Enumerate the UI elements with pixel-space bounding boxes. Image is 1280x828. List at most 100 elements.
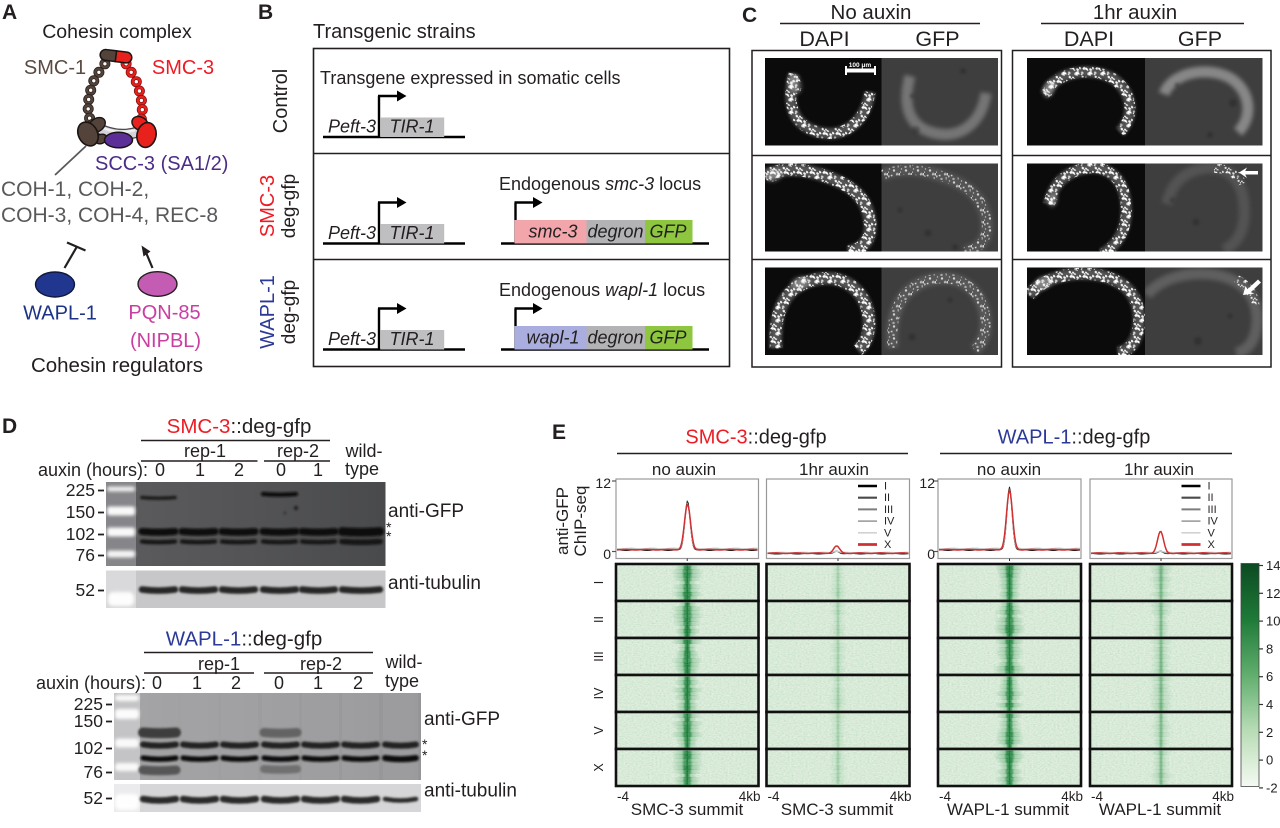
svg-text:no auxin: no auxin — [977, 460, 1041, 479]
svg-text:PQN-85: PQN-85 — [128, 302, 200, 324]
svg-text:anti-tubulin: anti-tubulin — [424, 781, 517, 802]
svg-text:D: D — [2, 415, 17, 438]
svg-text:Control: Control — [270, 69, 292, 133]
svg-text:rep-2: rep-2 — [300, 654, 342, 674]
svg-text:GFP: GFP — [649, 222, 686, 242]
svg-text:-4: -4 — [1091, 789, 1103, 804]
svg-text:deg-gfp: deg-gfp — [279, 174, 300, 238]
svg-text:SMC-3::deg-gfp: SMC-3::deg-gfp — [167, 415, 312, 438]
svg-text:-4: -4 — [617, 789, 629, 804]
svg-text:I: I — [1208, 481, 1211, 493]
svg-text:Endogenous wapl-1 locus: Endogenous wapl-1 locus — [499, 280, 705, 300]
svg-text:102: 102 — [74, 738, 103, 758]
svg-text:8: 8 — [1266, 641, 1273, 656]
svg-text:I: I — [592, 581, 606, 584]
svg-text:225: 225 — [66, 480, 95, 500]
svg-text:IV: IV — [592, 687, 606, 699]
svg-text:1: 1 — [192, 673, 202, 693]
svg-text:V: V — [592, 726, 606, 735]
svg-text:12: 12 — [919, 475, 935, 491]
svg-text:SMC-3: SMC-3 — [257, 175, 279, 237]
svg-text:TIR-1: TIR-1 — [390, 117, 435, 137]
svg-text:0: 0 — [927, 546, 935, 562]
svg-text:4kb: 4kb — [890, 789, 912, 804]
svg-text:IV: IV — [884, 516, 895, 528]
svg-text:WAPL-1 summit: WAPL-1 summit — [1099, 800, 1221, 819]
svg-text:-4: -4 — [939, 789, 951, 804]
svg-text:I: I — [884, 481, 887, 493]
svg-text:52: 52 — [84, 788, 103, 808]
svg-text:anti-tubulin: anti-tubulin — [388, 573, 481, 594]
svg-text:V: V — [884, 527, 892, 539]
svg-text:SMC-1: SMC-1 — [24, 57, 86, 79]
svg-text:-4: -4 — [768, 789, 780, 804]
svg-text:anti-GFP: anti-GFP — [388, 501, 464, 522]
svg-text:4: 4 — [1266, 697, 1273, 712]
svg-text:X: X — [884, 539, 892, 551]
svg-text:52: 52 — [76, 580, 95, 600]
svg-text:(NIPBL): (NIPBL) — [130, 330, 201, 352]
svg-text:ChIP-seq: ChIP-seq — [571, 486, 590, 557]
svg-text:Endogenous smc-3 locus: Endogenous smc-3 locus — [499, 174, 701, 194]
svg-text:0: 0 — [276, 460, 286, 480]
svg-text:2: 2 — [231, 673, 241, 693]
svg-text:WAPL-1 summit: WAPL-1 summit — [947, 800, 1069, 819]
svg-text:*: * — [422, 747, 428, 763]
svg-text:2: 2 — [353, 673, 363, 693]
svg-text:COH-3, COH-4, REC-8: COH-3, COH-4, REC-8 — [1, 204, 218, 227]
svg-text:150: 150 — [66, 502, 95, 522]
svg-text:auxin (hours):: auxin (hours): — [38, 460, 148, 480]
svg-text:2: 2 — [234, 460, 244, 480]
svg-text:4kb: 4kb — [1212, 789, 1234, 804]
svg-text:deg-gfp: deg-gfp — [279, 280, 300, 344]
svg-text:SCC-3 (SA1/2): SCC-3 (SA1/2) — [95, 153, 228, 175]
svg-text:TIR-1: TIR-1 — [390, 329, 435, 349]
svg-text:C: C — [742, 4, 757, 27]
svg-text:1: 1 — [195, 460, 205, 480]
svg-text:Cohesin regulators: Cohesin regulators — [31, 354, 203, 377]
svg-text:rep-1: rep-1 — [198, 654, 240, 674]
svg-text:rep-1: rep-1 — [184, 441, 226, 461]
svg-text:-2: -2 — [1266, 780, 1278, 795]
svg-text:anti-GFP: anti-GFP — [424, 709, 500, 730]
svg-text:10: 10 — [1266, 614, 1280, 629]
svg-text:degron: degron — [587, 328, 643, 348]
svg-text:E: E — [552, 421, 566, 444]
svg-text:GFP: GFP — [915, 27, 959, 51]
svg-text:4kb: 4kb — [1061, 789, 1083, 804]
svg-text:WAPL-1: WAPL-1 — [23, 303, 97, 325]
svg-text:150: 150 — [74, 711, 103, 731]
svg-text:DAPI: DAPI — [799, 27, 849, 51]
svg-text:14: 14 — [1266, 558, 1280, 573]
svg-text:III: III — [1208, 504, 1217, 516]
svg-text:225: 225 — [74, 694, 103, 714]
svg-text:wild-: wild- — [384, 652, 422, 672]
svg-text:II: II — [1208, 492, 1214, 504]
svg-text:Cohesin complex: Cohesin complex — [42, 21, 192, 43]
svg-text:type: type — [345, 459, 379, 479]
svg-text:rep-2: rep-2 — [277, 441, 319, 461]
svg-text:2: 2 — [1266, 725, 1273, 740]
svg-text:0: 0 — [274, 673, 284, 693]
svg-text:GFP: GFP — [649, 328, 686, 348]
svg-text:GFP: GFP — [1178, 27, 1222, 51]
svg-text:wapl-1: wapl-1 — [526, 328, 579, 348]
svg-text:Transgene expressed in somatic: Transgene expressed in somatic cells — [320, 68, 620, 88]
svg-text:WAPL-1: WAPL-1 — [257, 275, 279, 349]
svg-text:SMC-3 summit: SMC-3 summit — [631, 800, 744, 819]
svg-text:1: 1 — [313, 460, 323, 480]
svg-text:Transgenic strains: Transgenic strains — [313, 21, 476, 43]
svg-text:6: 6 — [1266, 669, 1273, 684]
svg-text:*: * — [422, 736, 428, 752]
svg-text:0: 0 — [152, 673, 162, 693]
svg-text:1hr auxin: 1hr auxin — [1093, 1, 1177, 24]
svg-text:V: V — [1208, 527, 1216, 539]
svg-text:IV: IV — [1208, 516, 1219, 528]
svg-text:76: 76 — [76, 545, 95, 565]
svg-text:SMC-3::deg-gfp: SMC-3::deg-gfp — [685, 427, 826, 449]
svg-text:wild-: wild- — [344, 441, 382, 461]
svg-text:X: X — [592, 763, 606, 772]
svg-text:X: X — [1208, 539, 1216, 551]
svg-text:anti-GFP: anti-GFP — [553, 487, 572, 555]
svg-text:Peft-3: Peft-3 — [328, 117, 376, 137]
